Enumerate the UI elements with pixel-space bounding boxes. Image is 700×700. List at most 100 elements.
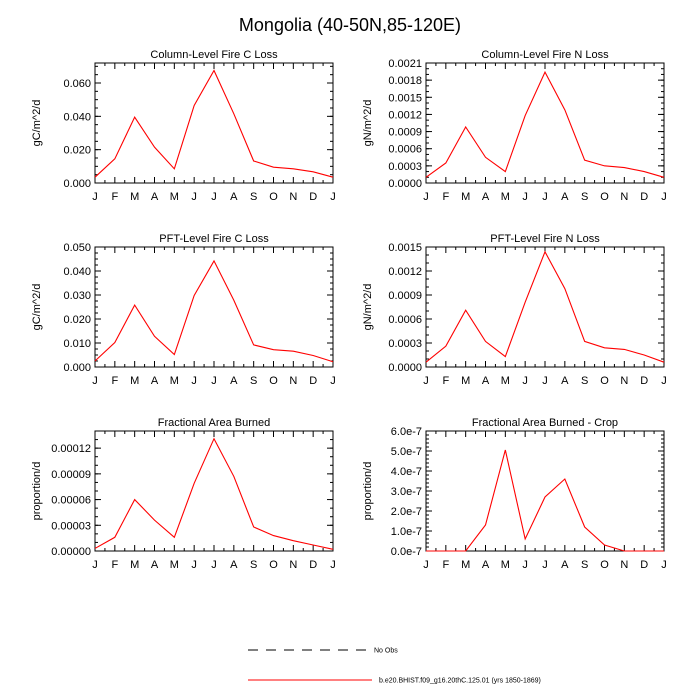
x-tick-label: F — [442, 375, 449, 387]
y-tick-label: 0.00006 — [51, 495, 91, 507]
legend-no-obs-label: No Obs — [374, 648, 398, 655]
figure-title: Mongolia (40-50N,85-120E) — [239, 15, 461, 35]
x-tick-label: M — [170, 559, 179, 571]
y-tick-label: 5.0e-7 — [391, 446, 422, 458]
y-tick-label: 0.00000 — [51, 546, 91, 558]
x-tick-label: A — [230, 375, 238, 387]
y-tick-label: 0.010 — [63, 338, 91, 350]
x-tick-label: M — [130, 559, 139, 571]
y-tick-label: 0.050 — [63, 242, 91, 254]
panel-title: Column-Level Fire C Loss — [150, 49, 278, 61]
x-tick-label: A — [230, 559, 238, 571]
y-tick-label: 0.0003 — [388, 338, 422, 350]
x-tick-label: S — [581, 559, 588, 571]
x-tick-label: M — [501, 191, 510, 203]
x-tick-label: J — [330, 191, 336, 203]
plot-frame — [94, 62, 334, 184]
y-tick-label: 0.020 — [63, 145, 91, 157]
panel-title: PFT-Level Fire N Loss — [490, 233, 600, 245]
x-tick-label: J — [661, 191, 667, 203]
y-tick-label: 0.000 — [63, 362, 91, 374]
y-tick-label: 0.0003 — [388, 161, 422, 173]
y-axis-label: gN/m^2/d — [362, 284, 374, 331]
x-tick-label: D — [640, 375, 648, 387]
y-tick-label: 0.0006 — [388, 314, 422, 326]
x-tick-label: O — [600, 375, 609, 387]
y-tick-label: 0.00012 — [51, 443, 91, 455]
x-tick-label: M — [130, 191, 139, 203]
x-tick-label: O — [600, 191, 609, 203]
y-tick-label: 0.060 — [63, 78, 91, 90]
legend: No Obs b.e20.BHIST.f09_g16.20thC.125.01 … — [248, 648, 541, 685]
x-tick-label: N — [620, 375, 628, 387]
x-tick-label: J — [191, 559, 197, 571]
x-tick-label: O — [600, 559, 609, 571]
legend-model-label: b.e20.BHIST.f09_g16.20thC.125.01 (yrs 18… — [379, 678, 541, 685]
y-tick-label: 0.0e-7 — [391, 546, 422, 558]
y-tick-label: 0.0015 — [388, 92, 422, 104]
x-tick-label: J — [191, 191, 197, 203]
x-tick-label: J — [522, 191, 528, 203]
x-tick-label: D — [640, 191, 648, 203]
x-tick-label: O — [269, 375, 278, 387]
x-tick-label: S — [250, 191, 257, 203]
x-tick-label: J — [423, 191, 429, 203]
x-tick-label: S — [581, 375, 588, 387]
x-tick-label: N — [289, 559, 297, 571]
y-axis-label: gN/m^2/d — [362, 100, 374, 147]
panel-title: PFT-Level Fire C Loss — [159, 233, 269, 245]
x-tick-label: N — [289, 191, 297, 203]
y-tick-label: 1.0e-7 — [391, 526, 422, 538]
x-tick-label: M — [461, 559, 470, 571]
x-tick-label: D — [309, 191, 317, 203]
x-tick-label: D — [640, 559, 648, 571]
x-tick-label: S — [581, 191, 588, 203]
x-tick-label: O — [269, 191, 278, 203]
plot-frame — [94, 246, 334, 368]
y-tick-label: 0.0021 — [388, 58, 422, 70]
y-tick-label: 0.020 — [63, 314, 91, 326]
x-tick-label: J — [92, 375, 98, 387]
x-tick-label: N — [289, 375, 297, 387]
y-tick-label: 0.0012 — [388, 266, 422, 278]
y-tick-label: 0.0009 — [388, 127, 422, 139]
x-tick-label: S — [250, 559, 257, 571]
y-axis-label: proportion/d — [362, 462, 374, 521]
x-tick-label: N — [620, 559, 628, 571]
chart-panel-6: Fractional Area Burned - Crop proportion/… — [362, 417, 667, 571]
x-tick-label: J — [191, 375, 197, 387]
series-line — [94, 69, 334, 178]
x-tick-label: M — [170, 191, 179, 203]
x-tick-label: F — [111, 375, 118, 387]
x-tick-label: J — [330, 375, 336, 387]
x-tick-label: S — [250, 375, 257, 387]
y-tick-label: 0.0018 — [388, 75, 422, 87]
x-tick-label: A — [482, 375, 490, 387]
x-tick-label: F — [111, 191, 118, 203]
y-tick-label: 0.0000 — [388, 178, 422, 190]
x-tick-label: J — [661, 559, 667, 571]
x-tick-label: J — [542, 559, 548, 571]
series-line — [426, 449, 664, 552]
x-tick-label: J — [92, 191, 98, 203]
x-tick-label: A — [151, 559, 159, 571]
y-tick-label: 3.0e-7 — [391, 486, 422, 498]
y-tick-label: 0.00009 — [51, 469, 91, 481]
x-tick-label: J — [330, 559, 336, 571]
x-tick-label: J — [542, 375, 548, 387]
x-tick-label: M — [170, 375, 179, 387]
y-tick-label: 0.0000 — [388, 362, 422, 374]
y-axis-label: gC/m^2/d — [31, 100, 43, 147]
y-tick-label: 6.0e-7 — [391, 426, 422, 438]
x-tick-label: F — [111, 559, 118, 571]
panel-title: Fractional Area Burned — [158, 417, 271, 429]
y-tick-label: 0.030 — [63, 290, 91, 302]
y-tick-label: 0.040 — [63, 266, 91, 278]
x-tick-label: J — [542, 191, 548, 203]
x-tick-label: O — [269, 559, 278, 571]
x-tick-label: J — [211, 559, 217, 571]
